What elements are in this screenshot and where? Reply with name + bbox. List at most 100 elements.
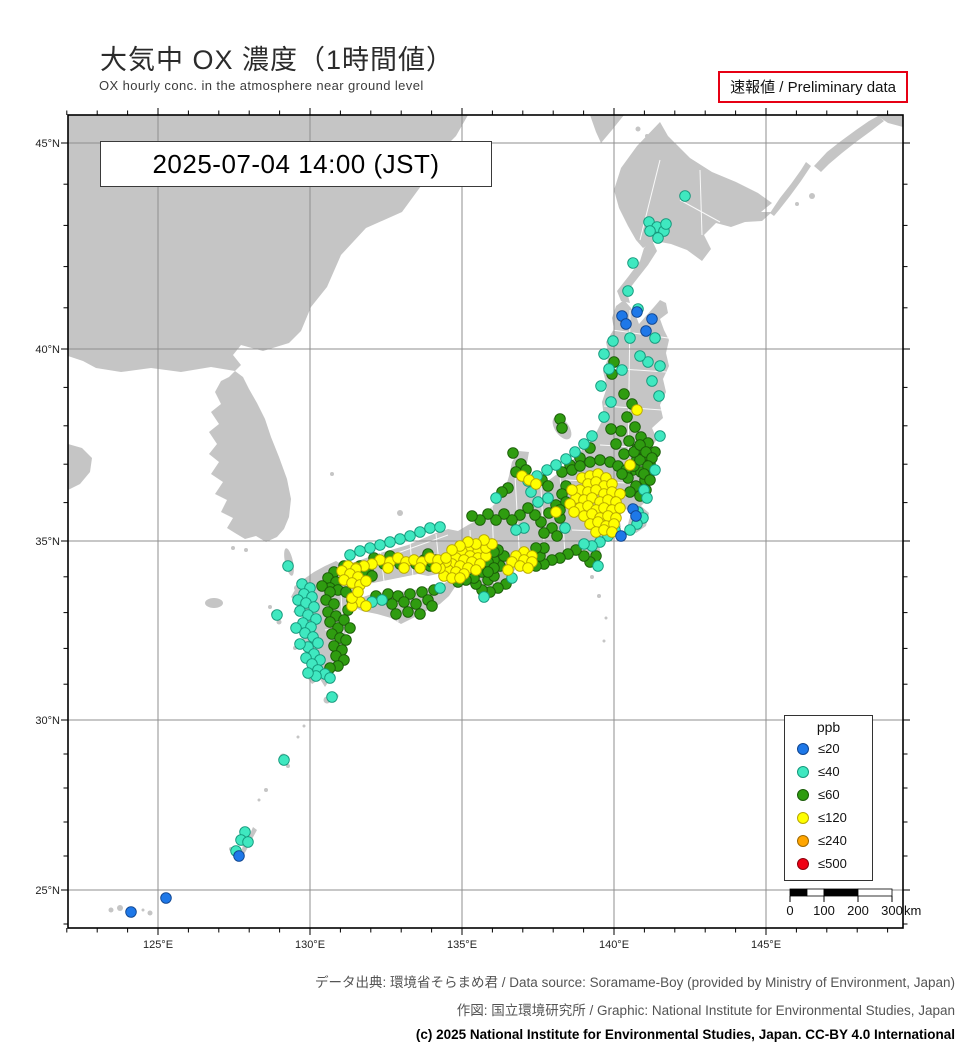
station-dot (646, 375, 658, 387)
lon-label: 125°E (143, 939, 173, 951)
station-dot (578, 438, 590, 450)
legend-dot-icon (797, 834, 809, 847)
station-dot (446, 544, 458, 556)
page-title: 大気中 OX 濃度（1時間値） (100, 45, 455, 75)
station-dot (653, 390, 665, 402)
station-dot (507, 447, 519, 459)
legend-label: ≤20 (818, 741, 840, 756)
station-dot (654, 360, 666, 372)
station-dot (386, 598, 398, 610)
station-dot (352, 586, 364, 598)
station-dot (629, 421, 641, 433)
station-dot (506, 514, 518, 526)
legend-item: ≤500 (785, 852, 872, 875)
lon-label: 140°E (599, 939, 629, 951)
station-dot (360, 600, 372, 612)
station-dot (434, 521, 446, 533)
island-miyako-2 (141, 908, 145, 912)
lat-label: 40°N (35, 344, 60, 356)
station-dot (324, 616, 336, 628)
lat-label: 25°N (35, 885, 60, 897)
station-dot (482, 508, 494, 520)
lon-label: 130°E (295, 939, 325, 951)
station-dot (624, 486, 636, 498)
station-dot (607, 335, 619, 347)
legend-dot-icon (797, 765, 809, 778)
station-dot (610, 438, 622, 450)
station-dot (627, 257, 639, 269)
station-dot (490, 514, 502, 526)
station-dot (660, 218, 672, 230)
station-dot (354, 545, 366, 557)
station-dot (530, 478, 542, 490)
station-dot (598, 348, 610, 360)
lat-label: 35°N (35, 536, 60, 548)
station-dot (364, 542, 376, 554)
island-izu-2 (590, 575, 594, 579)
station-dot (550, 459, 562, 471)
legend-item: ≤40 (785, 760, 872, 783)
island-okinoerabu (264, 788, 268, 792)
station-dot (541, 464, 553, 476)
station-dot (642, 356, 654, 368)
station-dot (384, 536, 396, 548)
lon-label: 135°E (447, 939, 477, 951)
station-dot (398, 562, 410, 574)
station-dot (328, 598, 340, 610)
footer-copyright: (c) 2025 National Institute for Environm… (415, 1027, 955, 1042)
legend-dot-icon (797, 788, 809, 801)
station-dot (434, 582, 446, 594)
legend-label: ≤120 (818, 810, 847, 825)
station-dot (605, 396, 617, 408)
island-izu-3 (597, 594, 601, 598)
station-dot (308, 601, 320, 613)
station-dot (560, 453, 572, 465)
station-dot (529, 509, 541, 521)
station-dot (592, 560, 604, 572)
station-dot (618, 388, 630, 400)
station-dot (344, 549, 356, 561)
station-dot (424, 522, 436, 534)
station-dot (624, 332, 636, 344)
island-rishiri (635, 126, 641, 132)
station-dot (584, 456, 596, 468)
station-dot (482, 566, 494, 578)
landmass-kunashiri (770, 162, 811, 216)
station-dot (454, 572, 466, 584)
station-dot (414, 608, 426, 620)
station-dot (646, 313, 658, 325)
island-habomai (795, 202, 799, 206)
station-dot (278, 754, 290, 766)
footer-data-source: データ出典: 環境省そらまめ君 / Data source: Soramame-… (315, 975, 955, 990)
station-dot (569, 446, 581, 458)
scale-bar: 0 100 200 300 km (786, 888, 921, 918)
station-dot (652, 232, 664, 244)
station-dot (125, 906, 137, 918)
island-miyako-1 (147, 910, 153, 916)
lat-label: 30°N (35, 715, 60, 727)
station-dot (502, 564, 514, 576)
station-dot (390, 608, 402, 620)
station-dot (649, 332, 661, 344)
station-dot (382, 562, 394, 574)
station-dot (615, 425, 627, 437)
lat-label: 45°N (35, 138, 60, 150)
island-korea-south-1 (231, 546, 235, 550)
page-subtitle: OX hourly conc. in the atmosphere near g… (99, 78, 424, 93)
station-dot (559, 522, 571, 534)
station-dot (634, 454, 646, 466)
station-dot (618, 448, 630, 460)
station-dot (398, 596, 410, 608)
legend-label: ≤60 (818, 787, 840, 802)
scalebar-label: 300 (881, 903, 903, 918)
landmass-continent-korea (68, 115, 468, 542)
timestamp-box: 2025-07-04 14:00 (JST) (100, 141, 492, 187)
station-dot (568, 506, 580, 518)
station-dot (324, 672, 336, 684)
station-dot (621, 411, 633, 423)
station-dot (410, 598, 422, 610)
island-korea-south-2 (244, 548, 248, 552)
station-dot (316, 580, 328, 592)
station-dot (624, 524, 636, 536)
legend-item: ≤240 (785, 829, 872, 852)
